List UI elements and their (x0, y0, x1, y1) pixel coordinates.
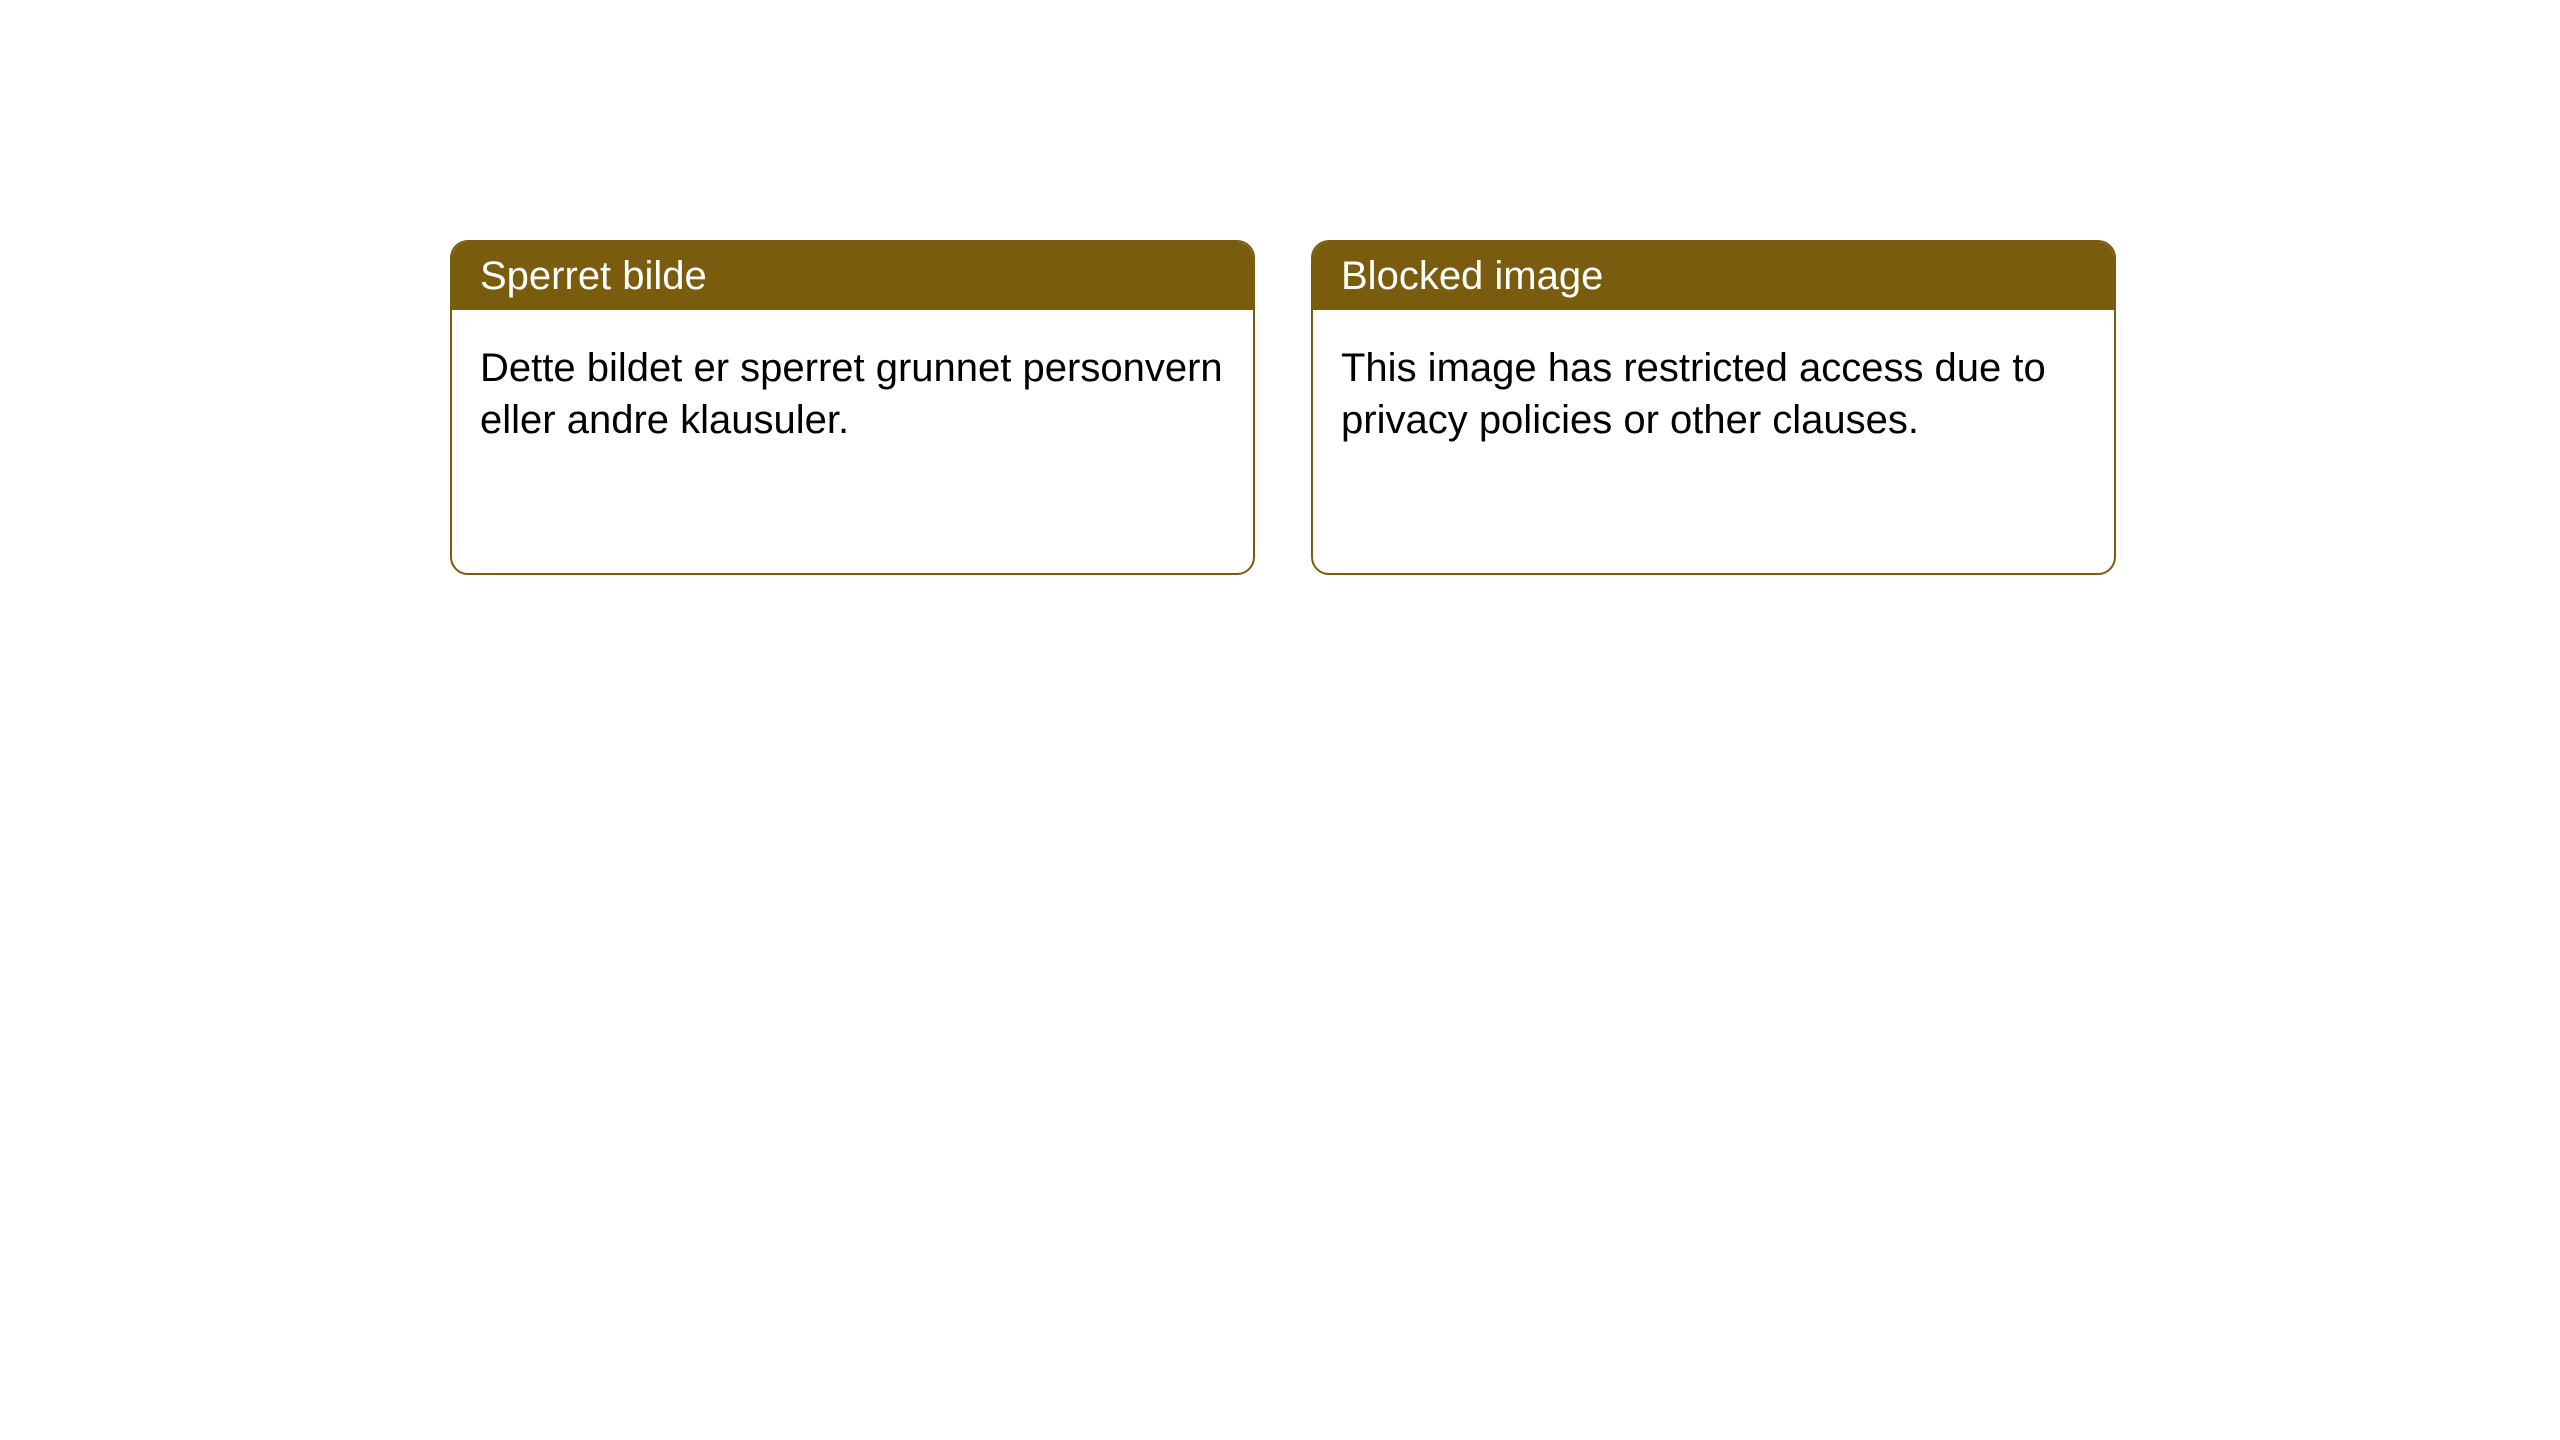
card-body: Dette bildet er sperret grunnet personve… (452, 310, 1253, 478)
notice-cards-container: Sperret bilde Dette bildet er sperret gr… (450, 240, 2116, 575)
card-header: Blocked image (1313, 242, 2114, 310)
notice-card-norwegian: Sperret bilde Dette bildet er sperret gr… (450, 240, 1255, 575)
card-body-text: This image has restricted access due to … (1341, 346, 2046, 442)
notice-card-english: Blocked image This image has restricted … (1311, 240, 2116, 575)
card-header: Sperret bilde (452, 242, 1253, 310)
card-header-text: Sperret bilde (480, 254, 707, 298)
card-body-text: Dette bildet er sperret grunnet personve… (480, 346, 1223, 442)
card-body: This image has restricted access due to … (1313, 310, 2114, 478)
card-header-text: Blocked image (1341, 254, 1603, 298)
